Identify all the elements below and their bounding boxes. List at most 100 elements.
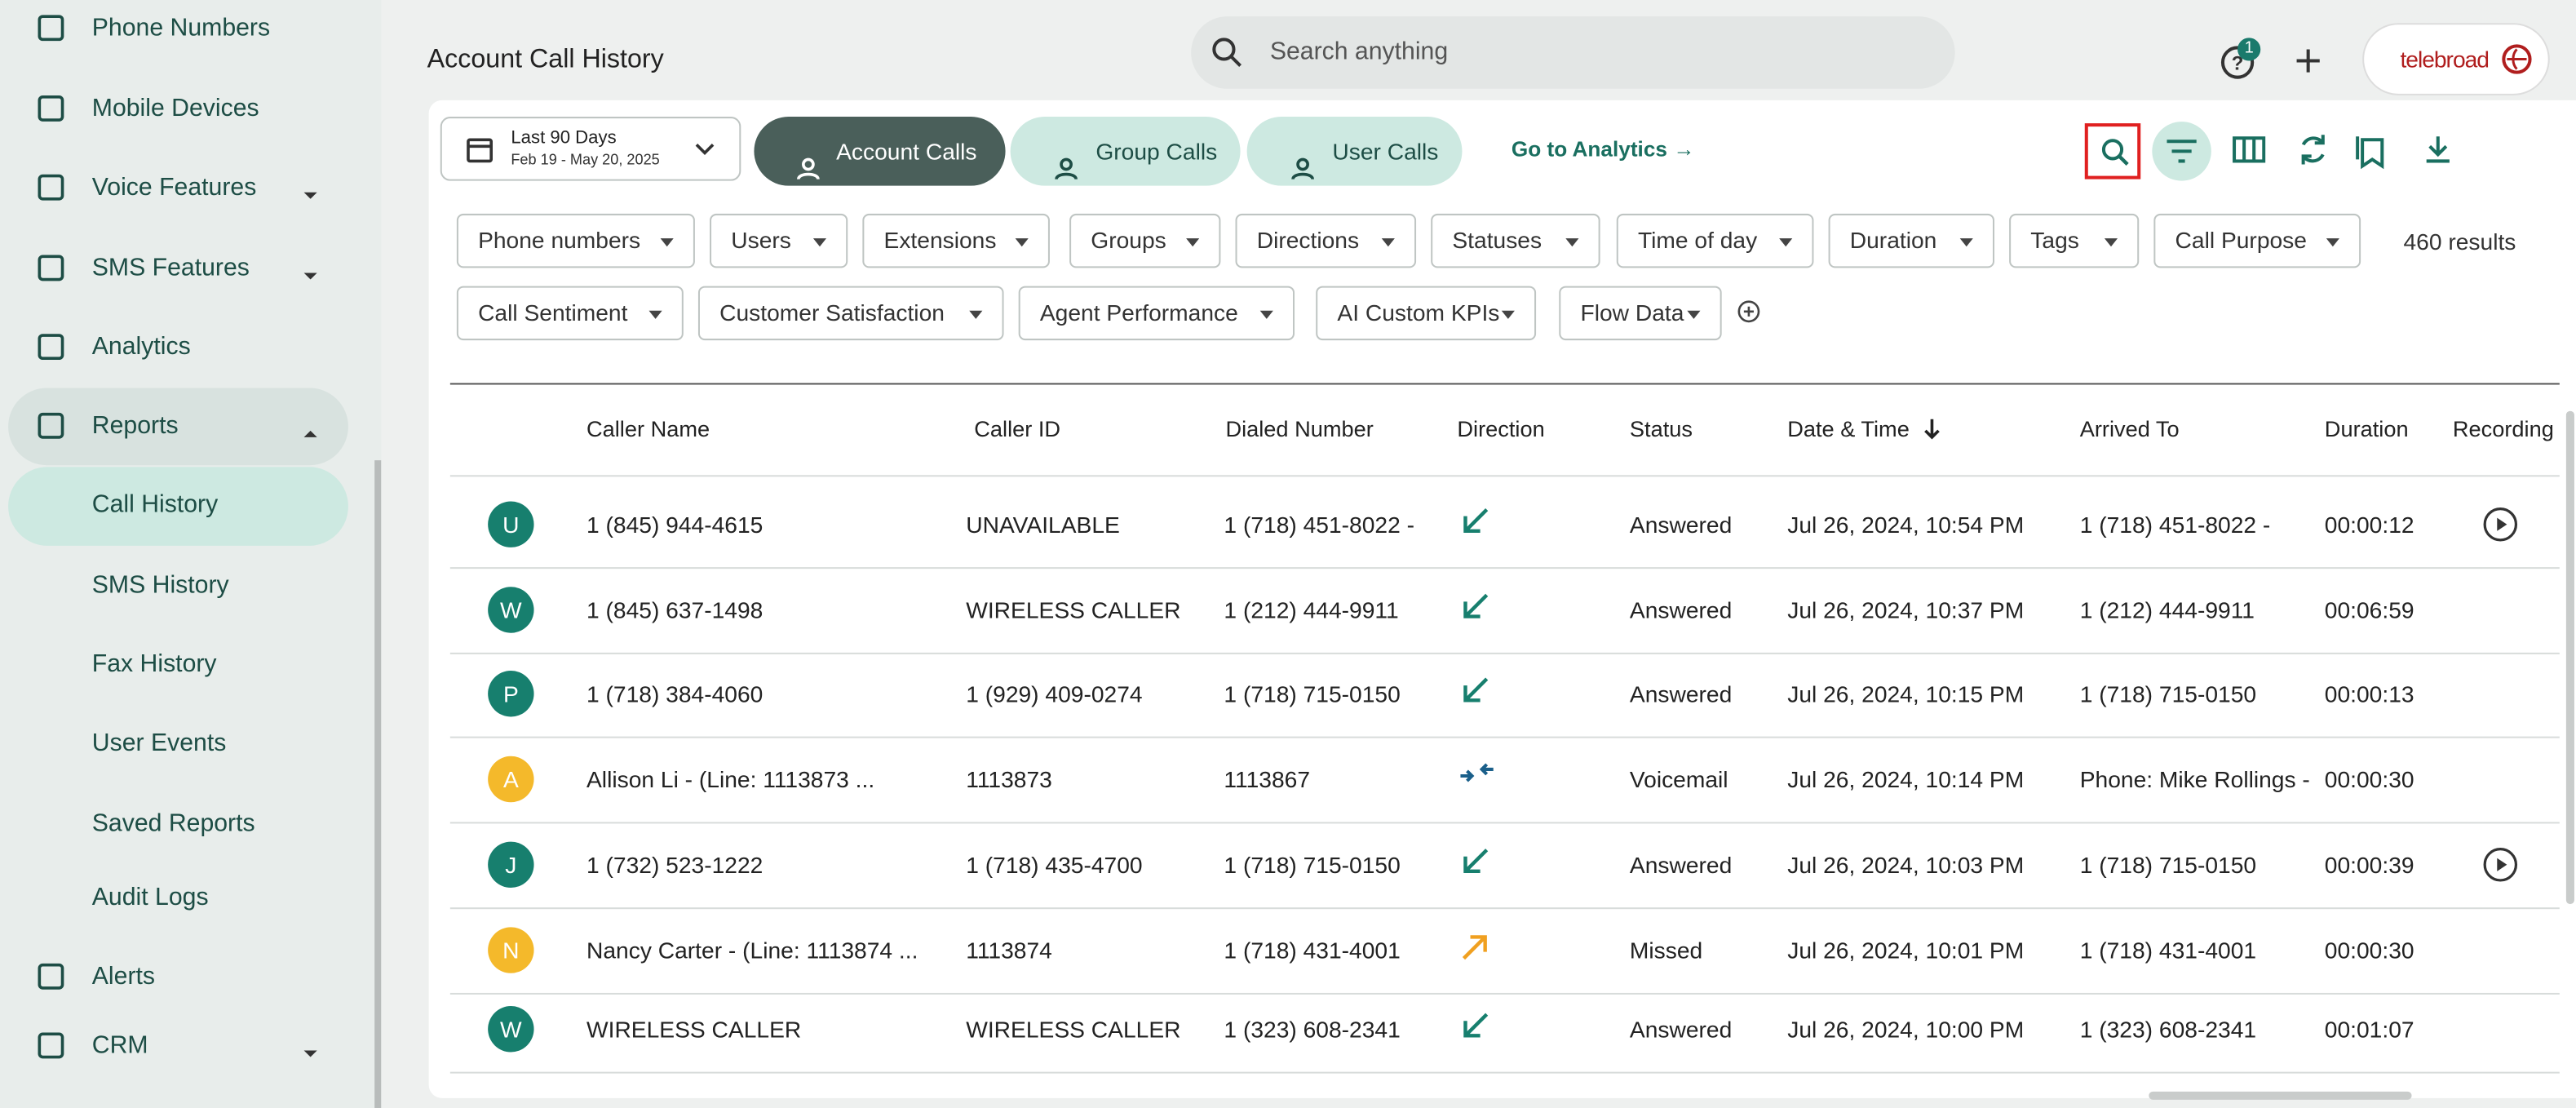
cell-caller-id: UNAVAILABLE [966, 511, 1120, 538]
tab[interactable]: Group Calls [1010, 117, 1241, 186]
direction-icon [1458, 1009, 1494, 1042]
cell-dialed: 1 (718) 715-0150 [1224, 680, 1401, 707]
nav-item[interactable]: Phone Numbers [91, 14, 271, 42]
filter-dropdown[interactable]: Duration [1828, 213, 1994, 268]
filter-dropdown[interactable]: Groups [1069, 213, 1221, 268]
nav-icon [36, 253, 65, 282]
direction-icon-svg [1462, 935, 1487, 960]
date-picker[interactable]: Last 90 Days Feb 19 - May 20, 2025 [440, 117, 741, 181]
filter-dropdown[interactable]: Extensions [862, 213, 1050, 268]
nav-item[interactable]: User Events [91, 729, 227, 757]
nav-item[interactable]: Mobile Devices [91, 94, 259, 123]
analytics-link[interactable]: Go to Analytics → [1511, 136, 1695, 162]
bookmark-icon[interactable] [2356, 133, 2388, 170]
row-divider [449, 822, 2560, 824]
filter-dropdown[interactable]: Time of day [1616, 213, 1814, 268]
direction-icon [1458, 930, 1494, 963]
search-button[interactable] [2084, 123, 2141, 179]
nav-icon-svg [38, 1032, 64, 1059]
sort-arrow [1922, 418, 1941, 441]
avatar: J [488, 841, 534, 888]
filter-dropdown[interactable]: Customer Satisfaction [697, 286, 1004, 341]
filter-dropdown[interactable]: Statuses [1431, 213, 1600, 268]
direction-icon-svg [1460, 763, 1494, 782]
column-header: Date & Time [1787, 416, 1910, 441]
nav-icon [36, 411, 65, 441]
filter-button[interactable] [2152, 122, 2211, 181]
nav-item[interactable]: SMS Features [91, 254, 250, 282]
svg-text:?: ? [2232, 53, 2244, 75]
filter-dropdown[interactable]: Phone numbers [456, 213, 695, 268]
cell-caller-name: 1 (845) 944-4615 [586, 511, 764, 538]
cell-arrived: 1 (718) 715-0150 [2079, 680, 2257, 707]
nav-icon-svg [38, 334, 64, 361]
nav-item[interactable]: Call History [91, 490, 219, 519]
active-item [8, 467, 348, 546]
cell-duration: 00:01:07 [2324, 1016, 2414, 1043]
help-icon[interactable]: ? [2220, 44, 2255, 80]
nav-item[interactable]: Voice Features [91, 173, 257, 202]
column-header: Dialed Number [1225, 416, 1374, 441]
cell-arrived: 1 (718) 715-0150 [2079, 851, 2257, 878]
sort-arrow-svg [1924, 419, 1940, 440]
nav-item[interactable]: Reports [91, 411, 179, 440]
nav-item[interactable]: Saved Reports [91, 809, 255, 838]
filter-dropdown[interactable]: Tags [2009, 213, 2140, 268]
tab-icon [795, 138, 821, 180]
nav-arrow [303, 419, 319, 437]
nav-item[interactable]: Audit Logs [91, 883, 209, 912]
results-count: 460 results [2403, 228, 2516, 255]
nav-arrow-svg [303, 430, 317, 437]
filter-dropdown[interactable]: Directions [1235, 213, 1417, 268]
nav-icon [36, 173, 65, 202]
tab[interactable]: Account Calls [754, 117, 1006, 186]
nav-icon-svg [38, 174, 64, 201]
tab-icon [1053, 138, 1079, 180]
refresh-icon[interactable] [2297, 133, 2330, 166]
tab-icon-svg [1291, 157, 1314, 180]
table-top-border [449, 383, 2560, 385]
cell-caller-id: 1 (718) 435-4700 [966, 851, 1143, 878]
cell-duration: 00:00:30 [2324, 765, 2414, 793]
nav-icon-svg [38, 412, 64, 439]
nav-item[interactable]: Analytics [91, 332, 191, 361]
logo-mark [2502, 44, 2532, 74]
avatar: W [488, 1006, 534, 1053]
filter-dropdown[interactable]: Agent Performance [1018, 286, 1295, 341]
nav-item[interactable]: CRM [91, 1031, 148, 1060]
row-divider [449, 907, 2560, 910]
nav-item[interactable]: Alerts [91, 962, 156, 991]
filter-dropdown[interactable]: Call Purpose [2153, 213, 2361, 268]
tab[interactable]: User Calls [1246, 117, 1463, 186]
nav-arrow [303, 181, 319, 199]
tab-label: User Calls [1332, 138, 1439, 165]
row-divider [449, 736, 2560, 738]
filter-dropdown[interactable]: Call Sentiment [456, 286, 684, 341]
filter-dropdown[interactable]: Users [710, 213, 848, 268]
columns-icon[interactable] [2233, 135, 2266, 164]
direction-icon [1458, 505, 1494, 538]
header-divider [449, 475, 2560, 477]
nav-arrow-svg [303, 1050, 317, 1057]
direction-icon-svg [1463, 1013, 1489, 1038]
nav-icon [36, 962, 65, 991]
avatar: P [488, 671, 534, 717]
cell-date: Jul 26, 2024, 10:15 PM [1787, 680, 2025, 707]
cell-caller-id: 1113873 [966, 765, 1052, 793]
cell-duration: 00:06:59 [2324, 596, 2414, 623]
cell-date: Jul 26, 2024, 10:54 PM [1787, 511, 2025, 538]
filter-dropdown[interactable]: Flow Data [1559, 286, 1722, 341]
add-icon[interactable] [2294, 46, 2323, 75]
cell-caller-name: WIRELESS CALLER [586, 1016, 802, 1043]
add-filter[interactable] [1737, 299, 1761, 324]
cell-arrived: Phone: Mike Rollings - [2079, 765, 2310, 793]
download-icon[interactable] [2423, 135, 2453, 164]
filter-dropdown[interactable]: AI Custom KPIs [1316, 286, 1537, 341]
page-title: Account Call History [427, 46, 664, 74]
nav-item[interactable]: Fax History [91, 649, 217, 679]
nav-item[interactable]: SMS History [91, 571, 229, 600]
column-header: Caller ID [974, 416, 1061, 441]
search-box[interactable]: Search anything [1191, 16, 1955, 89]
cell-dialed: 1 (718) 715-0150 [1224, 851, 1401, 878]
